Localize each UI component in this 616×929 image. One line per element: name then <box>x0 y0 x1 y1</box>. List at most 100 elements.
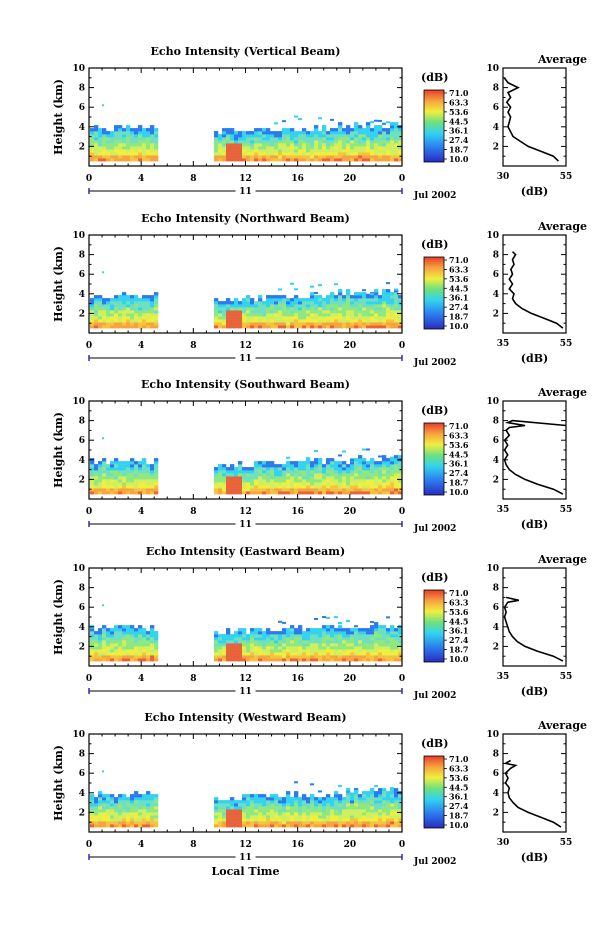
echo-cell <box>374 806 379 810</box>
echo-cell <box>222 818 227 822</box>
echo-cell <box>214 325 219 329</box>
echo-cell <box>254 821 259 825</box>
echo-cell <box>286 310 291 314</box>
echo-cell <box>230 325 235 329</box>
echo-cell <box>374 158 379 162</box>
echo-cell <box>214 815 219 819</box>
echo-cell <box>382 803 387 807</box>
echo-cell <box>266 298 271 302</box>
echo-cell <box>386 140 391 144</box>
echo-cell <box>258 301 263 305</box>
echo-cell <box>362 643 367 647</box>
echo-cell <box>346 643 351 647</box>
echo-cell <box>290 658 295 662</box>
echo-cell <box>338 803 343 807</box>
echo-cell <box>214 467 219 471</box>
echo-cell <box>150 800 155 804</box>
echo-cell <box>270 467 275 471</box>
y-tick-label: 8 <box>79 251 85 261</box>
echo-cell <box>382 295 387 299</box>
echo-cell <box>358 658 363 662</box>
echo-cell <box>390 146 395 150</box>
echo-cell <box>226 628 231 632</box>
echo-cell <box>218 143 223 147</box>
echo-cell <box>142 158 147 162</box>
echo-cell <box>358 809 363 813</box>
echo-cell <box>294 791 299 795</box>
echo-cell <box>286 646 291 650</box>
echo-cell <box>238 643 243 647</box>
echo-cell <box>302 821 307 825</box>
echo-cell <box>282 464 287 468</box>
echo-cell <box>386 301 391 305</box>
echo-cell <box>246 637 251 641</box>
echo-cell <box>262 310 267 314</box>
echo-cell <box>138 491 143 495</box>
y-tick-label: 4 <box>79 123 85 133</box>
echo-cell <box>270 812 275 816</box>
echo-cell <box>102 625 107 629</box>
echo-cell <box>234 809 239 813</box>
echo-cell <box>214 307 219 311</box>
echo-cell <box>242 298 247 302</box>
echo-cell <box>250 631 255 635</box>
echo-cell <box>126 491 131 495</box>
echo-cell <box>90 800 95 804</box>
echo-cell <box>338 140 343 144</box>
y-tick-label: 10 <box>72 64 85 74</box>
echo-cell <box>102 800 107 804</box>
echo-cell <box>146 325 151 329</box>
echo-cell <box>142 655 147 659</box>
echo-cell <box>310 655 315 659</box>
echo-cell <box>374 461 379 465</box>
echo-cell <box>374 803 379 807</box>
echo-cell <box>350 655 355 659</box>
echo-cell <box>126 131 131 135</box>
echo-cell <box>298 476 303 480</box>
echo-cell <box>146 137 151 141</box>
echo-cell <box>282 322 287 326</box>
echo-cell <box>262 304 267 308</box>
echo-cell <box>98 821 103 825</box>
echo-cell <box>310 467 315 471</box>
echo-cell <box>378 815 383 819</box>
echo-cell <box>118 809 123 813</box>
echo-cell <box>366 640 371 644</box>
echo-cell <box>222 464 227 468</box>
echo-cell <box>218 322 223 326</box>
echo-cell <box>286 155 291 159</box>
echo-cell <box>346 809 351 813</box>
echo-cell <box>346 485 351 489</box>
echo-cell <box>130 464 135 468</box>
echo-cell <box>262 809 267 813</box>
echo-cell <box>246 485 251 489</box>
echo-cell <box>234 482 239 486</box>
echo-cell <box>266 464 271 468</box>
echo-cell <box>378 464 383 468</box>
echo-cell <box>134 467 139 471</box>
profile-x-tick-label: 55 <box>560 505 573 515</box>
echo-cell <box>254 640 259 644</box>
echo-cell <box>294 652 299 656</box>
echo-cell <box>150 815 155 819</box>
echo-cell <box>110 143 115 147</box>
echo-cell <box>282 470 287 474</box>
echo-cell <box>218 812 223 816</box>
echo-cell <box>302 152 307 156</box>
echo-cell <box>254 803 259 807</box>
echo-cell <box>306 482 311 486</box>
echo-cell <box>278 473 283 477</box>
echo-cell <box>126 634 131 638</box>
echo-cell <box>226 479 231 483</box>
echo-cell <box>258 313 263 317</box>
echo-cell <box>370 818 375 822</box>
echo-cell <box>234 140 239 144</box>
echo-cell <box>226 128 231 132</box>
echo-cell <box>354 158 359 162</box>
echo-cell <box>302 809 307 813</box>
echo-cell <box>130 643 135 647</box>
echo-cell <box>114 316 119 320</box>
echo-cell <box>386 791 391 795</box>
echo-cell <box>394 319 399 323</box>
echo-cell <box>234 640 239 644</box>
